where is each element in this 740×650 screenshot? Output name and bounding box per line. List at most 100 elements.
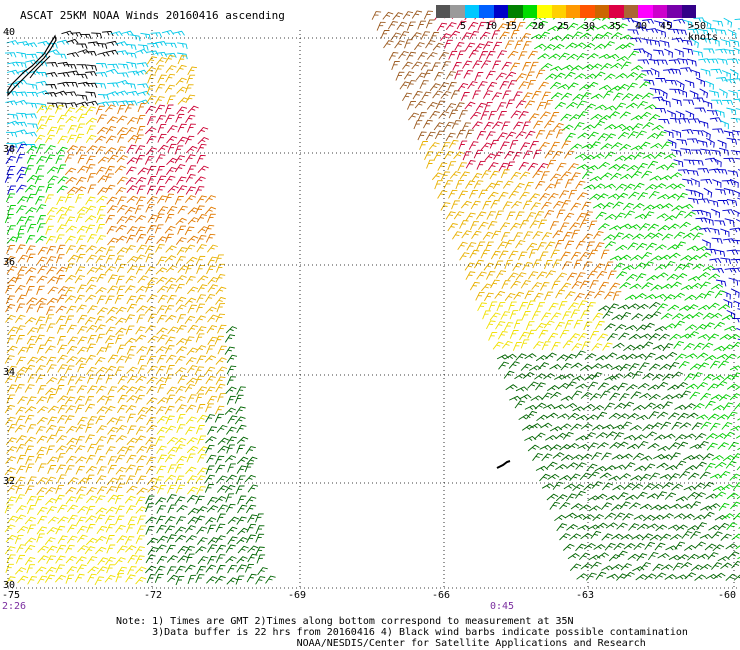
wind-barb	[613, 123, 627, 130]
wind-barb	[675, 574, 688, 580]
wind-barb	[185, 276, 196, 285]
wind-barb	[669, 533, 682, 540]
wind-barb	[718, 502, 730, 511]
wind-barb	[27, 374, 37, 383]
wind-barb	[705, 248, 717, 255]
wind-barb	[207, 426, 217, 435]
wind-barb	[237, 504, 248, 514]
wind-barb	[26, 564, 35, 574]
wind-barb	[417, 51, 428, 61]
wind-barb	[533, 292, 544, 302]
wind-barb	[175, 275, 187, 283]
wind-barb	[96, 486, 107, 495]
wind-barb	[583, 403, 596, 410]
wind-barb	[480, 111, 490, 121]
wind-barb	[156, 505, 167, 514]
legend-swatch	[522, 5, 538, 18]
wind-barb	[84, 215, 97, 223]
wind-barb	[107, 354, 118, 363]
wind-barb	[136, 305, 148, 313]
wind-barb	[693, 342, 705, 351]
lat-label-30: 30	[3, 580, 16, 591]
wind-barb	[16, 294, 27, 303]
wind-barb	[642, 153, 655, 159]
wind-barb	[727, 58, 739, 64]
wind-barb	[456, 20, 467, 30]
wind-barb	[613, 464, 627, 470]
wind-barb	[620, 311, 632, 321]
wind-barb	[186, 256, 198, 265]
wind-barb	[675, 241, 686, 250]
wind-barb	[616, 192, 629, 200]
wind-barb	[673, 231, 686, 239]
wind-barb	[548, 302, 559, 312]
wind-barb	[86, 374, 96, 384]
wind-barb	[7, 204, 16, 215]
wind-barb	[614, 212, 626, 221]
wind-barb	[185, 186, 196, 195]
wind-barb	[485, 241, 494, 251]
wind-barb	[117, 104, 126, 115]
wind-barb	[597, 333, 608, 342]
wind-barb	[582, 233, 594, 242]
wind-barb	[573, 122, 585, 131]
wind-barb	[558, 52, 570, 61]
wind-barb	[64, 274, 77, 283]
wind-barb	[721, 180, 734, 186]
wind-barb	[46, 256, 57, 265]
wind-barb	[527, 381, 539, 389]
wind-barb	[604, 542, 616, 551]
wind-barb	[105, 365, 117, 374]
wind-barb	[5, 563, 14, 573]
wind-barb	[646, 493, 659, 499]
wind-barb	[175, 484, 185, 494]
wind-barb	[706, 58, 719, 64]
wind-barb	[388, 52, 399, 61]
wind-barb	[77, 363, 87, 373]
wind-barb	[185, 357, 197, 365]
wind-barb	[54, 574, 67, 583]
wind-barb	[571, 343, 583, 351]
wind-barb	[194, 375, 205, 385]
wind-barb	[85, 155, 96, 165]
wind-barb	[27, 70, 40, 76]
wind-barb	[607, 333, 618, 341]
wind-barb	[562, 373, 575, 379]
wind-barb	[512, 341, 522, 351]
wind-barb	[612, 342, 625, 349]
wind-barb	[14, 534, 24, 545]
wind-barb	[580, 92, 592, 101]
wind-barb	[15, 244, 26, 254]
wind-barb	[610, 62, 623, 69]
wind-barb	[567, 553, 580, 560]
wind-barb	[145, 495, 155, 505]
wind-barb	[457, 82, 469, 92]
wind-barb	[590, 363, 603, 370]
wind-barb	[586, 81, 599, 90]
wind-barb	[6, 335, 16, 344]
wind-barb	[628, 191, 640, 199]
wind-barb	[648, 363, 661, 371]
wind-barb	[636, 553, 648, 562]
wind-barb	[140, 32, 151, 40]
wind-barb	[712, 268, 725, 274]
wind-barb	[177, 545, 189, 554]
wind-barb	[726, 383, 739, 390]
wind-barb	[640, 455, 653, 461]
wind-barb	[25, 131, 38, 137]
wind-barb	[66, 345, 78, 355]
wind-barb	[55, 305, 67, 314]
graticule	[7, 30, 740, 590]
wind-barb	[583, 184, 596, 190]
wind-barb	[56, 102, 68, 109]
wind-barb	[673, 320, 685, 329]
wind-barb	[531, 282, 543, 290]
wind-barb	[5, 255, 16, 265]
wind-barb	[7, 113, 19, 120]
wind-barb	[686, 58, 697, 67]
wind-barb	[47, 276, 59, 284]
wind-barb	[6, 166, 16, 175]
wind-barb	[185, 416, 197, 425]
wind-barb	[448, 50, 458, 60]
wind-barb	[697, 333, 710, 340]
